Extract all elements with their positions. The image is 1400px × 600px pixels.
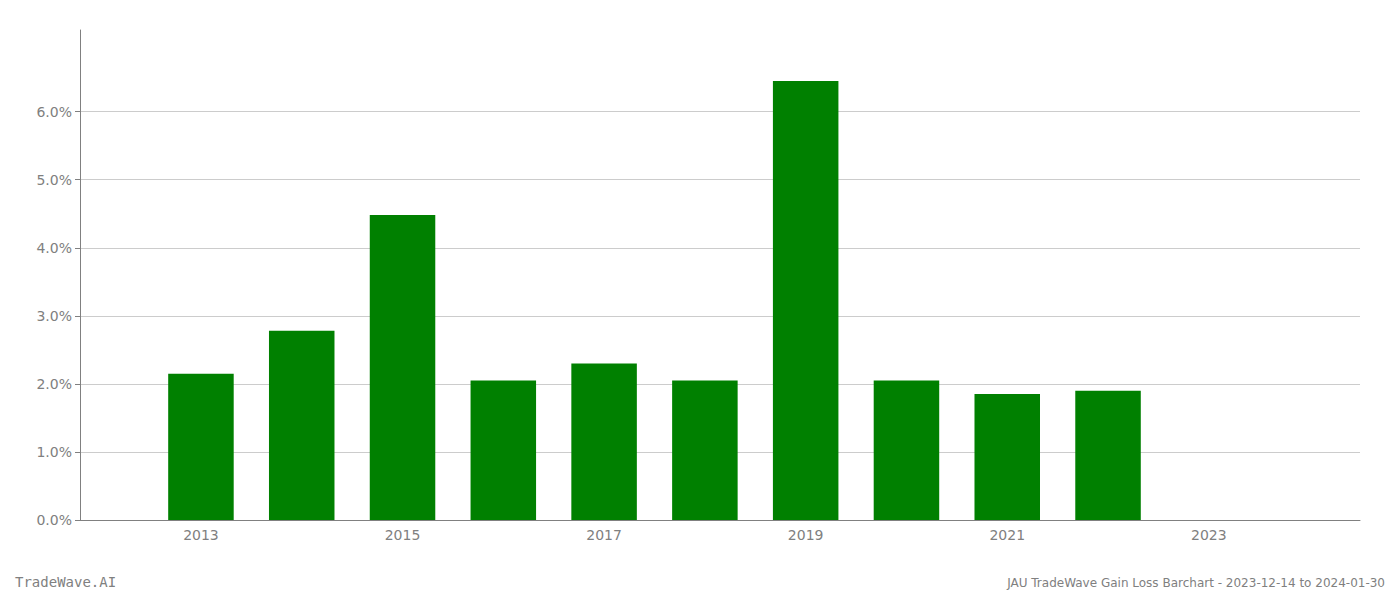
svg-text:TradeWave.AI: TradeWave.AI: [15, 574, 116, 590]
svg-text:4.0%: 4.0%: [36, 240, 72, 256]
svg-text:2.0%: 2.0%: [36, 376, 72, 392]
svg-text:1.0%: 1.0%: [36, 444, 72, 460]
svg-text:2013: 2013: [183, 527, 219, 543]
svg-text:2023: 2023: [1191, 527, 1227, 543]
svg-text:2021: 2021: [989, 527, 1025, 543]
svg-text:5.0%: 5.0%: [36, 172, 72, 188]
svg-text:2017: 2017: [586, 527, 622, 543]
svg-text:2019: 2019: [788, 527, 824, 543]
svg-text:0.0%: 0.0%: [36, 512, 72, 528]
svg-text:6.0%: 6.0%: [36, 104, 72, 120]
svg-text:3.0%: 3.0%: [36, 308, 72, 324]
svg-text:JAU TradeWave Gain Loss Barcha: JAU TradeWave Gain Loss Barchart - 2023-…: [1006, 576, 1385, 590]
svg-text:2015: 2015: [385, 527, 421, 543]
